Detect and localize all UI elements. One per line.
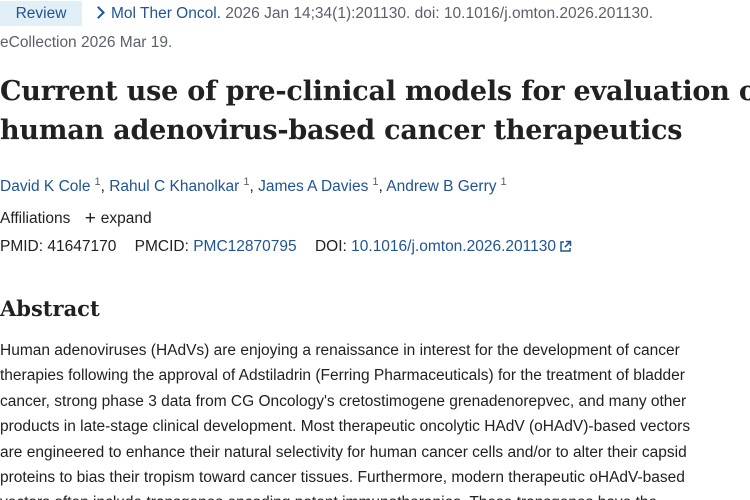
author-separator: , xyxy=(249,178,259,195)
plus-icon: + xyxy=(84,208,96,229)
pmid-value: 41647170 xyxy=(47,238,117,255)
external-link-icon[interactable] xyxy=(559,236,572,262)
affiliation-ref[interactable]: 1 xyxy=(500,176,507,188)
abstract-line: products in late-stage clinical developm… xyxy=(0,418,691,436)
abstract-text: Human adenoviruses (HAdVs) are enjoying … xyxy=(0,338,750,500)
affiliation-ref[interactable]: 1 xyxy=(94,176,101,188)
expand-label: expand xyxy=(100,210,152,227)
article-title-line-2: human adenovirus-based cancer therapeuti… xyxy=(0,115,683,146)
pmcid-label: PMCID: xyxy=(134,238,189,255)
article-title-line-1: Current use of pre-clinical models for e… xyxy=(0,76,750,107)
affiliation-ref[interactable]: 1 xyxy=(243,176,250,188)
abstract-line: therapies following the approval of Adst… xyxy=(0,367,685,385)
article-title: Current use of pre-clinical models for e… xyxy=(0,72,750,150)
pmcid-link[interactable]: PMC12870795 xyxy=(193,238,297,255)
author-separator: , xyxy=(100,178,110,195)
affiliations-row: Affiliations + expand xyxy=(0,206,152,232)
pmid-label: PMID: xyxy=(0,238,44,255)
identifiers-row: PMID: 41647170 PMCID: PMC12870795 DOI: 1… xyxy=(0,234,572,262)
abstract-line: Human adenoviruses (HAdVs) are enjoying … xyxy=(0,342,680,359)
citation-details: 2026 Jan 14;34(1):201130. doi: 10.1016/j… xyxy=(220,5,654,22)
author-link[interactable]: Rahul C Khanolkar xyxy=(109,178,240,195)
affiliation-ref[interactable]: 1 xyxy=(372,176,379,188)
citation-line: Mol Ther Oncol. 2026 Jan 14;34(1):201130… xyxy=(92,0,653,28)
abstract-line: proteins to bias their tropism toward ca… xyxy=(0,469,685,487)
publication-type-badge: Review xyxy=(0,1,82,26)
affiliations-expand-button[interactable]: + expand xyxy=(84,208,152,229)
author-link[interactable]: James A Davies xyxy=(258,178,369,195)
abstract-line: cancer, strong phase 3 data from CG Onco… xyxy=(0,392,687,410)
doi-label: DOI: xyxy=(314,238,347,255)
abstract-heading: Abstract xyxy=(0,296,100,321)
abstract-line: are engineered to enhance their natural … xyxy=(0,443,687,461)
doi-link[interactable]: 10.1016/j.omton.2026.201130 xyxy=(351,238,556,255)
affiliations-label: Affiliations xyxy=(0,210,71,227)
abstract-line: vectors often include transgenes encodin… xyxy=(0,490,750,500)
author-link[interactable]: David K Cole xyxy=(0,178,91,195)
journal-link[interactable]: Mol Ther Oncol. xyxy=(111,5,221,22)
author-separator: , xyxy=(378,178,387,195)
author-list: David K Cole 1, Rahul C Khanolkar 1, James… xyxy=(0,168,507,201)
author-link[interactable]: Andrew B Gerry xyxy=(386,178,497,195)
ecollection-date: eCollection 2026 Mar 19. xyxy=(0,34,173,51)
chevron-right-icon[interactable] xyxy=(92,6,105,19)
